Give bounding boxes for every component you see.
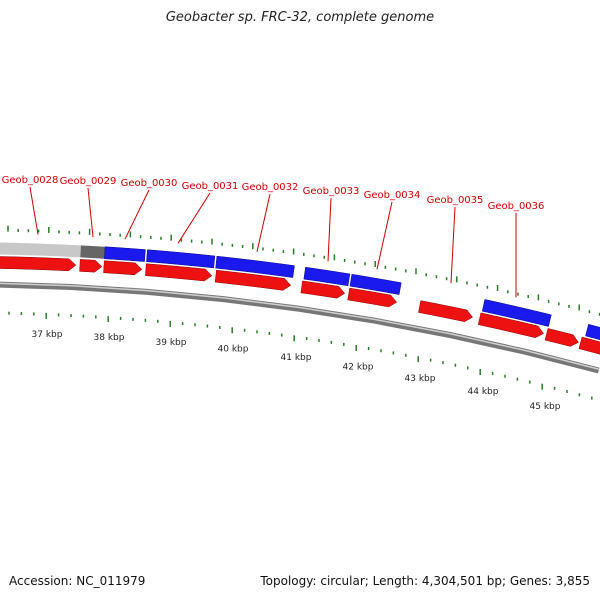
forward-gene-feature[interactable] — [481, 299, 552, 327]
forward-gene-feature[interactable] — [349, 273, 402, 295]
gene-leader-line — [29, 186, 39, 235]
reverse-gene-feature[interactable] — [478, 312, 544, 338]
gene-leader-line — [177, 192, 211, 244]
gene-label[interactable]: Geob_0032 — [242, 182, 299, 193]
gene-leader-line — [87, 187, 94, 238]
reverse-gene-feature[interactable] — [418, 300, 473, 322]
gene-label[interactable]: Geob_0035 — [427, 195, 484, 206]
gene-label[interactable]: Geob_0034 — [364, 190, 421, 201]
gene-labels: Geob_0028 Geob_0029 Geob_0030 Geob_0031 Geob… — [2, 175, 545, 212]
gene-leader-line — [256, 193, 271, 252]
gene-leader-line — [124, 189, 150, 240]
gene-label[interactable]: Geob_0028 — [2, 175, 59, 186]
gene-leader-line — [376, 201, 393, 270]
scale-label: 38 kbp — [94, 333, 125, 343]
reverse-gene-feature[interactable] — [300, 280, 346, 299]
genome-summary: Topology: circular; Length: 4,304,501 bp… — [260, 574, 590, 588]
scale-label: 41 kbp — [281, 353, 312, 363]
scale-labels: 37 kbp 38 kbp 39 kbp 40 kbp 41 kbp 42 kbp 43 k… — [32, 330, 561, 412]
reverse-gene-feature[interactable] — [214, 269, 292, 291]
reverse-gene-feature[interactable] — [578, 336, 600, 355]
reverse-gene-feature[interactable] — [0, 256, 77, 272]
reverse-gene-feature[interactable] — [79, 259, 103, 273]
gene-label[interactable]: Geob_0033 — [303, 186, 360, 197]
scale-label: 37 kbp — [32, 330, 63, 340]
gene-label[interactable]: Geob_0030 — [121, 178, 178, 189]
gene-label-leaders — [29, 186, 517, 298]
forward-gene-feature[interactable] — [215, 255, 295, 278]
reverse-gene-feature[interactable] — [103, 260, 143, 276]
reverse-gene-feature[interactable] — [347, 287, 398, 308]
forward-gene-feature[interactable] — [585, 324, 600, 343]
scale-label: 45 kbp — [530, 402, 561, 412]
scale-ticks — [8, 311, 593, 400]
gene-leader-line — [327, 197, 332, 262]
forward-gene-feature[interactable] — [146, 249, 216, 269]
scale-label: 39 kbp — [156, 338, 187, 348]
scale-label: 44 kbp — [468, 387, 499, 397]
upper-tick-marks — [7, 225, 600, 316]
forward-gene-feature[interactable] — [104, 246, 146, 262]
reverse-strand-features — [0, 256, 600, 355]
accession-label: Accession: NC_011979 — [9, 574, 146, 588]
gene-label[interactable]: Geob_0029 — [60, 176, 117, 187]
forward-feature-dark-gray[interactable] — [80, 245, 106, 259]
forward-gene-feature[interactable] — [303, 266, 351, 287]
gene-leader-line — [450, 206, 456, 284]
reverse-gene-feature[interactable] — [145, 263, 213, 282]
forward-strand-features — [0, 242, 600, 343]
map-title: Geobacter sp. FRC-32, complete genome — [165, 10, 435, 25]
scale-label: 42 kbp — [343, 362, 374, 372]
scale-label: 40 kbp — [218, 345, 249, 355]
scale-label: 43 kbp — [405, 374, 436, 384]
forward-feature-gray[interactable] — [0, 242, 81, 258]
gene-label[interactable]: Geob_0031 — [182, 181, 239, 192]
reverse-gene-feature[interactable] — [544, 328, 579, 347]
gene-label[interactable]: Geob_0036 — [488, 201, 545, 212]
